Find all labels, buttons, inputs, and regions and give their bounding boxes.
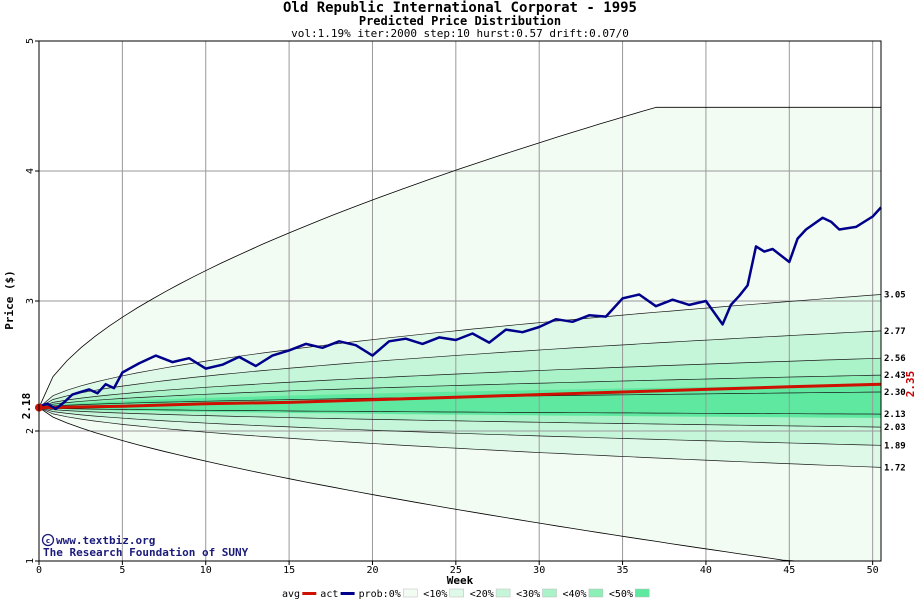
x-tick-label: 10 <box>200 565 212 576</box>
y-tick-label: 4 <box>25 168 36 174</box>
band-label: 2.56 <box>884 354 906 364</box>
legend-swatch <box>635 588 650 598</box>
end-avg-label: 2.35 <box>904 371 917 398</box>
legend-swatch <box>302 592 317 595</box>
chart-params: vol:1.19% iter:2000 step:10 hurst:0.57 d… <box>291 27 629 40</box>
x-tick-label: 35 <box>617 565 629 576</box>
legend-swatch <box>403 588 418 598</box>
envelope-upper-line <box>38 106 881 408</box>
percentile-line <box>38 407 882 468</box>
legend-label: avg <box>282 589 300 600</box>
band-label: 1.89 <box>884 441 906 451</box>
x-tick-label: 20 <box>366 565 378 576</box>
x-axis-label: Week <box>447 574 474 587</box>
percentile-line <box>38 294 882 408</box>
chart-title: Old Republic International Corporat - 19… <box>283 0 637 16</box>
plot-area: 3.05 2.77 2.56 2.43 2.30 2.13 2.03 1.89 1.72 0 5 10… <box>25 38 906 576</box>
x-tick-label: 15 <box>283 565 295 576</box>
band-label: 2.03 <box>884 423 906 433</box>
copyright-icon <box>41 533 55 547</box>
x-tick-label: 25 <box>450 565 462 576</box>
x-tick-label: 0 <box>36 565 42 576</box>
percentile-line <box>38 357 882 408</box>
legend-swatch <box>449 588 464 598</box>
chart-subtitle: Predicted Price Distribution <box>359 14 561 28</box>
legend-label: <20% <box>470 589 494 600</box>
x-tick-label: 45 <box>783 565 795 576</box>
x-tick-label: 40 <box>700 565 712 576</box>
percentile-line <box>38 407 882 428</box>
legend-swatch <box>495 588 511 598</box>
band-label: 1.72 <box>884 463 906 473</box>
credit-line1: www.textbiz.org <box>56 534 155 547</box>
legend-label: prob:0% <box>359 589 401 600</box>
band-label: 2.30 <box>884 388 906 398</box>
legend-label: <30% <box>516 589 540 600</box>
legend-swatch <box>588 588 604 598</box>
actual-line <box>38 206 882 411</box>
legend-swatch <box>340 592 355 595</box>
x-tick-label: 50 <box>867 565 879 576</box>
start-price-label: 2.18 <box>20 393 33 420</box>
band-label: 2.43 <box>884 371 906 381</box>
legend: avg act prob:0% <10% <20% <30% <40% <50% <box>282 588 650 600</box>
x-tick-label: 5 <box>119 565 125 576</box>
y-tick-label: 2 <box>25 428 36 434</box>
avg-line <box>38 382 882 410</box>
percentile-line <box>38 407 882 415</box>
percentile-line <box>38 407 882 446</box>
band-label: 3.05 <box>884 291 906 301</box>
envelope-lower-line <box>38 407 881 562</box>
copyright-glyph: c <box>46 537 50 545</box>
percentile-line <box>38 330 882 408</box>
credit: c www.textbiz.org The Research Foundatio… <box>41 533 249 559</box>
legend-label: <50% <box>609 589 633 600</box>
legend-swatch <box>542 588 557 598</box>
band-50 <box>39 384 881 418</box>
band-label: 2.13 <box>884 410 906 420</box>
credit-line2: The Research Foundation of SUNY <box>43 546 249 559</box>
x-tick-label: 30 <box>533 565 545 576</box>
legend-label: act <box>320 589 338 600</box>
y-tick-label: 3 <box>25 298 36 304</box>
legend-label: <10% <box>423 589 447 600</box>
y-tick-label: 1 <box>25 558 36 564</box>
percentile-line <box>38 374 882 408</box>
y-axis-label: Price ($) <box>3 270 16 330</box>
legend-label: <40% <box>563 589 587 600</box>
y-tick-label: 5 <box>25 38 36 44</box>
band-label: 2.77 <box>884 327 906 337</box>
